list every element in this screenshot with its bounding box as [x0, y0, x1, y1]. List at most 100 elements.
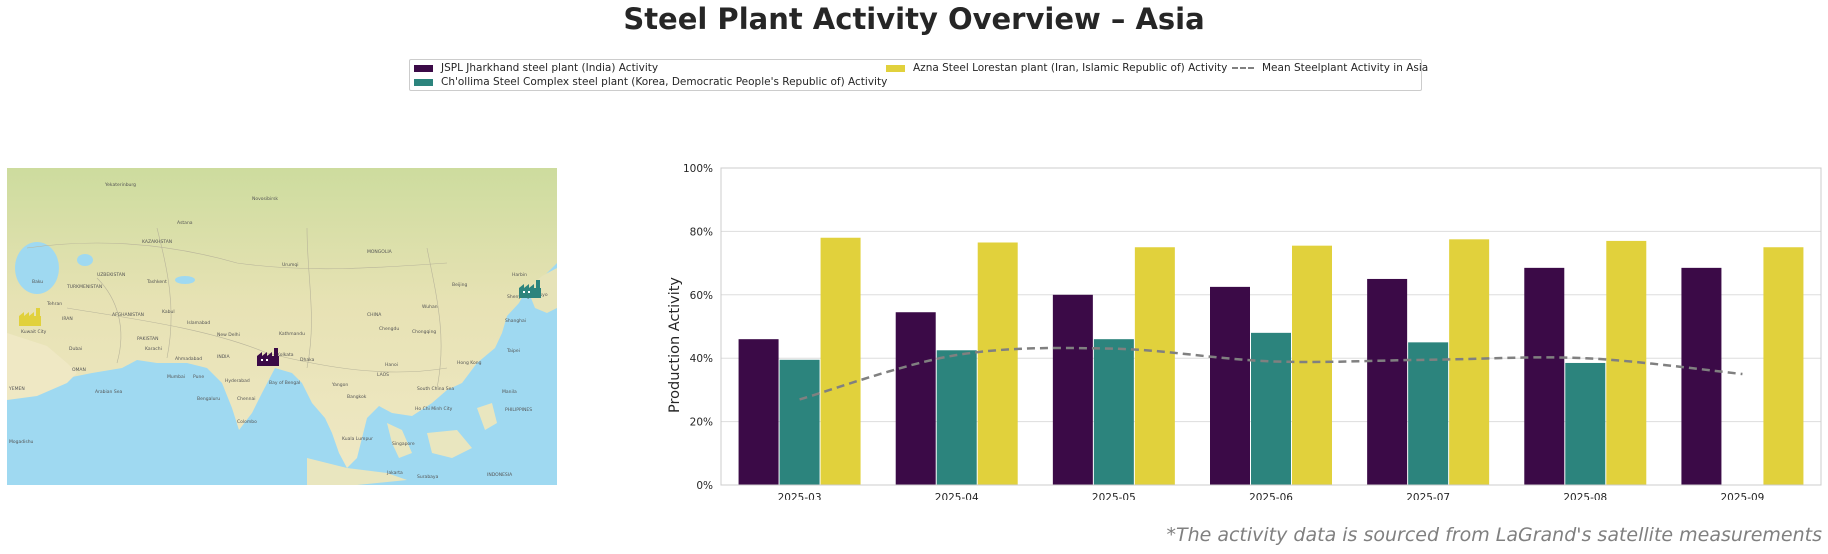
bar-series-0-2025-09	[1681, 267, 1722, 485]
map-label-bangkok: Bangkok	[347, 394, 367, 400]
map-label-uzbekistan: UZBEKISTAN	[97, 272, 125, 278]
map-label-afghanistan: AFGHANISTAN	[112, 312, 144, 318]
map-label-kuwait-city: Kuwait City	[21, 329, 47, 335]
map-label-india: INDIA	[217, 354, 230, 360]
map-label-singapore: Singapore	[392, 441, 415, 447]
legend-label-chollima: Ch'ollima Steel Complex steel plant (Kor…	[441, 76, 888, 88]
map-label-tehran: Tehran	[46, 301, 62, 307]
map-label-urumqi: Urumqi	[282, 262, 299, 268]
map-label-chongqing: Chongqing	[412, 329, 436, 335]
map-label-kathmandu: Kathmandu	[279, 331, 305, 337]
bar-series-0-2025-06	[1210, 286, 1250, 485]
map-label-south-china-sea: South China Sea	[417, 386, 454, 392]
map-label-hyderabad: Hyderabad	[225, 378, 250, 384]
map-label-kuala-lumpur: Kuala Lumpur	[342, 436, 373, 442]
map-label-shanghai: Shanghai	[505, 318, 526, 324]
map-label-new-delhi: New Delhi	[217, 332, 240, 338]
map-aral-sea	[77, 254, 93, 266]
bar-series-2-2025-04	[977, 242, 1018, 485]
bar-series-1-2025-07	[1408, 342, 1449, 485]
map-label-harbin: Harbin	[512, 272, 527, 278]
legend-label-jspl: JSPL Jharkhand steel plant (India) Activ…	[441, 62, 659, 74]
map-label-mumbai: Mumbai	[167, 374, 185, 380]
map-label-mongolia: MONGOLIA	[367, 249, 393, 255]
x-tick-label: 2025-08	[1563, 492, 1607, 500]
map-label-bay-of-bengal: Bay of Bengal	[269, 380, 300, 386]
bar-series-1-2025-04	[936, 350, 977, 485]
x-tick-label: 2025-04	[935, 492, 979, 500]
map-label-wuhan: Wuhan	[422, 304, 438, 310]
map-label-manila: Manila	[502, 389, 517, 395]
bar-series-0-2025-03	[738, 339, 779, 485]
bar-series-2-2025-09	[1763, 247, 1804, 485]
y-tick-label: 40%	[690, 353, 713, 365]
map-label-bengaluru: Bengaluru	[197, 396, 220, 402]
activity-chart-svg: Production Activity 0% 20% 40% 60% 80% 100% 2…	[667, 163, 1822, 504]
y-tick-label: 80%	[690, 226, 713, 238]
map-label-hanoi: Hanoi	[385, 362, 398, 368]
map-land-arabia	[7, 333, 77, 400]
x-tick-label: 2025-09	[1720, 492, 1764, 500]
bar-series-0-2025-08	[1524, 267, 1565, 485]
plot-frame	[720, 167, 1822, 486]
map-label-yemen: YEMEN	[8, 386, 25, 392]
map-label-karachi: Karachi	[145, 346, 162, 352]
map-land-eurasia	[7, 168, 557, 468]
mean-line-layer	[799, 346, 1743, 401]
map-label-mogadishu: Mogadishu	[9, 439, 34, 445]
map-land-japan	[527, 268, 557, 313]
map-label-shenyang: Shenyang	[507, 294, 530, 300]
x-tick-label: 2025-05	[1092, 492, 1136, 500]
bar-series-2-2025-03	[820, 237, 861, 485]
map-label-hong-kong: Hong Kong	[457, 360, 482, 366]
x-tick-label: 2025-07	[1406, 492, 1450, 500]
bar-series-2-2025-06	[1292, 245, 1332, 485]
map-label-baku: Baku	[32, 279, 43, 285]
map-label-pakistan: PAKISTAN	[137, 336, 158, 342]
legend-swatch-mean	[1232, 67, 1254, 69]
map-label-kabul: Kabul	[162, 309, 175, 315]
asia-map[interactable]: Yekaterinburg Novosibirsk Astana KAZAKHS…	[7, 168, 557, 485]
legend-label-azna: Azna Steel Lorestan plant (Iran, Islamic…	[913, 62, 1228, 74]
legend-swatch-jspl	[414, 64, 433, 72]
legend-item-chollima: Ch'ollima Steel Complex steel plant (Kor…	[414, 76, 887, 88]
map-label-jakarta: Jakarta	[386, 470, 403, 476]
y-tick-label: 0%	[696, 480, 713, 492]
factory-icon-korea[interactable]	[519, 280, 541, 298]
map-label-colombo: Colombo	[237, 419, 257, 425]
legend-swatch-azna	[886, 64, 905, 72]
map-label-indonesia: INDONESIA	[487, 472, 513, 478]
bar-series-2-2025-05	[1134, 247, 1175, 485]
chart-bars	[738, 237, 1804, 485]
map-label-ahmadabad: Ahmadabad	[175, 356, 202, 362]
map-label-oman: OMAN	[72, 367, 86, 373]
map-label-dhaka: Dhaka	[300, 357, 315, 363]
map-label-yangon: Yangon	[331, 382, 348, 388]
legend-swatch-chollima	[414, 78, 433, 86]
map-label-iran: IRAN	[62, 316, 73, 322]
factory-icon-india[interactable]	[257, 348, 279, 366]
bar-series-1-2025-05	[1093, 339, 1134, 485]
map-label-surabaya: Surabaya	[417, 474, 439, 480]
map-caspian-sea	[15, 242, 59, 294]
bar-series-0-2025-05	[1052, 294, 1093, 485]
mean-activity-line	[799, 346, 1743, 401]
map-label-novosibirsk: Novosibirsk	[252, 196, 278, 202]
map-label-islamabad: Islamabad	[187, 320, 210, 326]
map-label-chengdu: Chengdu	[379, 326, 399, 332]
x-axis-ticks: 2025-03 2025-04 2025-05 2025-06 2025-07 2025-…	[778, 492, 1765, 504]
page-title: Steel Plant Activity Overview – Asia	[623, 2, 1205, 36]
map-label-philippines: PHILIPPINES	[505, 407, 532, 413]
map-label-ho-chi-minh-city: Ho Chi Minh City	[415, 406, 453, 412]
factory-icon-iran[interactable]	[19, 308, 41, 326]
map-label-china: CHINA	[367, 312, 382, 318]
data-source-footnote: *The activity data is sourced from LaGra…	[1166, 524, 1822, 546]
chart-legend: JSPL Jharkhand steel plant (India) Activ…	[409, 59, 1428, 91]
map-land-seasia	[307, 403, 497, 485]
map-label-tashkent: Tashkent	[146, 279, 167, 285]
map-place-labels: Yekaterinburg Novosibirsk Astana KAZAKHS…	[8, 182, 548, 480]
map-label-arabian-sea: Arabian Sea	[95, 389, 122, 395]
legend-item-jspl: JSPL Jharkhand steel plant (India) Activ…	[414, 62, 658, 74]
map-label-turkmenistan: TURKMENISTAN	[66, 284, 102, 290]
map-label-kolkata: Kolkata	[277, 352, 294, 358]
